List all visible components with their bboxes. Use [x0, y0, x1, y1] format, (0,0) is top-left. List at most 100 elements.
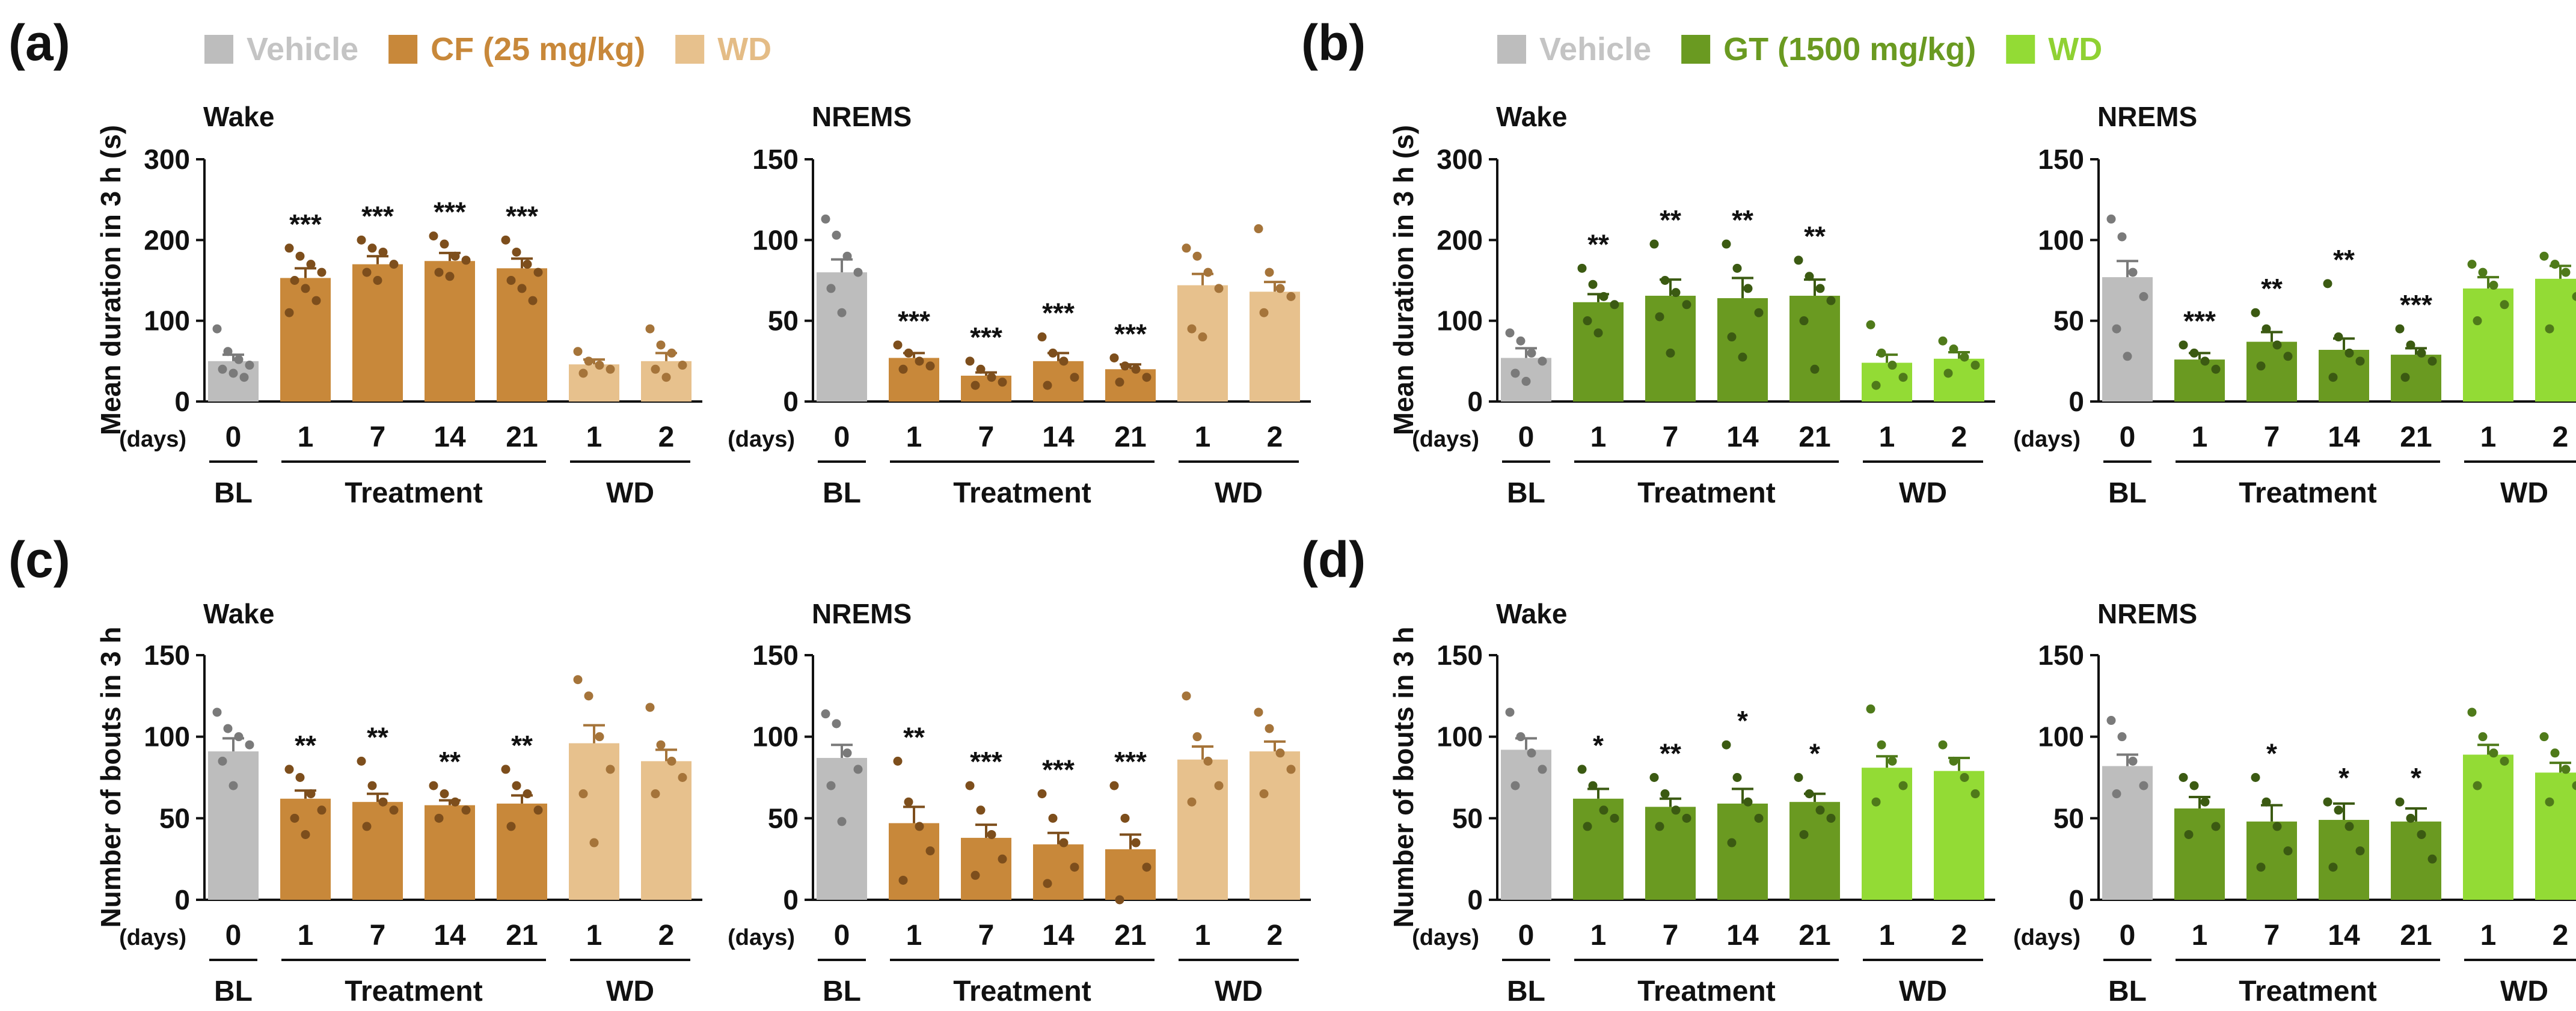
- data-point: [1960, 773, 1969, 782]
- data-point: [2551, 748, 2560, 757]
- bar: [352, 802, 403, 900]
- bar: [817, 272, 867, 402]
- data-point: [1287, 765, 1296, 774]
- group-label: Treatment: [2239, 976, 2376, 1007]
- x-tick-label: 1: [586, 421, 603, 453]
- data-point: [926, 361, 935, 370]
- data-point: [1578, 765, 1587, 774]
- data-point: [651, 365, 660, 374]
- data-point: [662, 373, 671, 382]
- data-point: [301, 830, 310, 839]
- data-point: [245, 361, 254, 370]
- data-point: [595, 361, 604, 370]
- data-point: [1182, 691, 1191, 700]
- significance-marker: **: [2333, 244, 2355, 275]
- x-tick-label: 7: [2264, 920, 2280, 951]
- data-point: [2273, 822, 2282, 831]
- data-point: [1254, 707, 1263, 716]
- x-tick-label: 21: [506, 421, 538, 453]
- data-point: [1960, 353, 1969, 362]
- significance-marker: *: [2411, 762, 2421, 793]
- data-point: [894, 757, 903, 766]
- y-tick-label: 0: [783, 884, 799, 915]
- x-tick-label: 1: [906, 920, 922, 951]
- data-point: [1060, 356, 1069, 365]
- significance-marker: *: [1737, 705, 1748, 736]
- significance-marker: **: [1660, 204, 1681, 236]
- bar: [1573, 799, 1624, 900]
- data-point: [1182, 243, 1191, 252]
- y-tick-label: 50: [1452, 802, 1483, 834]
- significance-marker: ***: [2400, 289, 2432, 320]
- days-label: (days): [728, 925, 795, 950]
- data-point: [977, 805, 986, 814]
- data-point: [606, 765, 615, 774]
- data-point: [1506, 328, 1515, 337]
- significance-marker: **: [2261, 273, 2283, 304]
- y-tick-label: 0: [1467, 386, 1483, 417]
- data-point: [966, 356, 975, 365]
- bar: [425, 805, 475, 900]
- x-tick-label: 14: [434, 920, 466, 951]
- data-point: [368, 781, 377, 790]
- data-point: [832, 719, 841, 728]
- data-point: [435, 814, 444, 823]
- data-point: [1070, 863, 1079, 872]
- panel-label: (d): [1301, 531, 1366, 588]
- data-point: [2329, 373, 2338, 382]
- data-point: [235, 732, 244, 741]
- data-point: [971, 871, 980, 880]
- data-point: [657, 340, 666, 349]
- data-point: [1265, 724, 1274, 733]
- data-point: [2112, 325, 2121, 334]
- significance-marker: ***: [1114, 746, 1147, 777]
- data-point: [1204, 268, 1213, 277]
- significance-marker: ***: [970, 746, 1002, 777]
- bar: [2246, 822, 2297, 900]
- data-point: [1816, 284, 1825, 293]
- x-tick-label: 2: [658, 421, 675, 453]
- data-point: [899, 365, 908, 374]
- data-point: [2468, 260, 2477, 269]
- data-point: [832, 231, 841, 240]
- data-point: [2562, 765, 2571, 774]
- bar: [2319, 820, 2369, 900]
- data-point: [1516, 732, 1526, 741]
- data-point: [2396, 798, 2405, 807]
- data-point: [373, 276, 382, 285]
- data-point: [534, 268, 543, 277]
- significance-marker: **: [1732, 204, 1753, 236]
- data-point: [2139, 781, 2148, 790]
- y-tick-label: 0: [174, 884, 190, 915]
- significance-marker: ***: [506, 200, 538, 231]
- significance-marker: *: [1809, 738, 1820, 769]
- legend-swatch: [388, 35, 417, 64]
- significance-marker: ***: [1042, 298, 1075, 329]
- data-point: [240, 373, 249, 382]
- data-point: [235, 355, 244, 364]
- bar: [1250, 292, 1300, 402]
- data-point: [523, 260, 532, 269]
- data-point: [2323, 279, 2332, 288]
- data-point: [1115, 896, 1124, 905]
- x-tick-label: 7: [978, 920, 995, 951]
- y-tick-label: 200: [144, 224, 190, 255]
- data-point: [590, 838, 599, 848]
- data-point: [1538, 356, 1547, 365]
- data-point: [1516, 337, 1526, 346]
- data-point: [1043, 879, 1052, 888]
- x-tick-label: 1: [2192, 920, 2208, 951]
- data-point: [2257, 863, 2266, 872]
- y-tick-label: 100: [2038, 721, 2084, 753]
- bar: [2535, 279, 2576, 402]
- data-point: [2129, 268, 2138, 277]
- data-point: [1583, 822, 1592, 831]
- data-point: [2417, 349, 2426, 358]
- data-point: [2251, 308, 2260, 317]
- data-point: [843, 748, 852, 757]
- data-point: [854, 268, 863, 277]
- data-point: [1121, 814, 1130, 823]
- data-point: [1738, 353, 1747, 362]
- data-point: [2257, 361, 2266, 370]
- group-label: WD: [1215, 976, 1263, 1007]
